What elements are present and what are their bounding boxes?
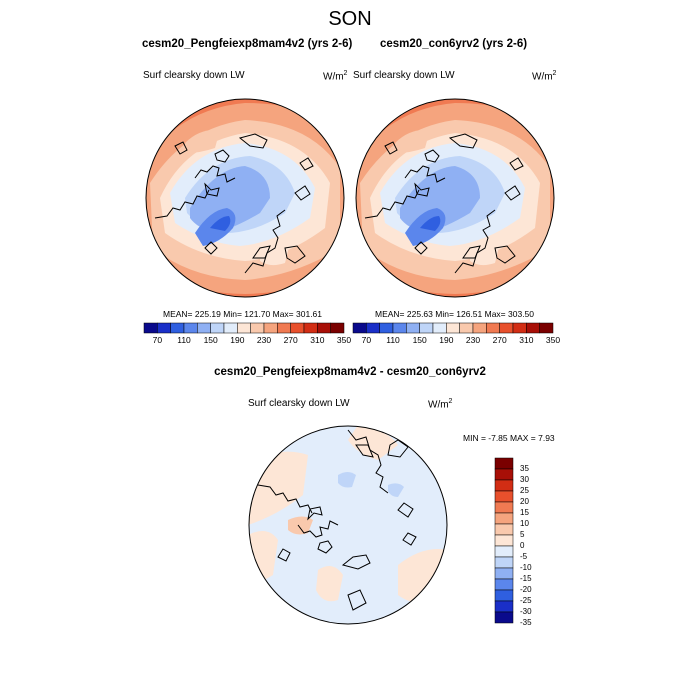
colorbar-swatch bbox=[494, 501, 514, 514]
colorbar-label: -15 bbox=[520, 574, 532, 583]
panel-2-stats: MEAN= 225.63 Min= 126.51 Max= 303.50 bbox=[375, 309, 535, 319]
colorbar-swatch bbox=[494, 611, 514, 624]
colorbar-label: 230 bbox=[465, 335, 481, 345]
colorbar-label: 350 bbox=[336, 335, 352, 345]
colorbar-label: 190 bbox=[439, 335, 454, 345]
colorbar-swatch bbox=[290, 322, 305, 334]
diff-panel-variable: Surf clearsky down LW bbox=[248, 398, 350, 409]
colorbar-swatch bbox=[237, 322, 251, 334]
colorbar-label: 150 bbox=[203, 335, 218, 345]
colorbar-label: 270 bbox=[283, 335, 298, 345]
panel-2-map bbox=[355, 98, 555, 298]
diff-panel-minmax: MIN = -7.85 MAX = 7.93 bbox=[463, 433, 555, 443]
panel-1-variable: Surf clearsky down LW bbox=[143, 70, 245, 81]
diff-panel-title: cesm20_Pengfeiexp8mam4v2 - cesm20_con6yr… bbox=[214, 366, 486, 378]
colorbar-swatch bbox=[526, 322, 540, 334]
colorbar-label: 190 bbox=[230, 335, 245, 345]
colorbar-swatch bbox=[472, 322, 487, 334]
colorbar-swatch bbox=[303, 322, 318, 334]
colorbar-swatch bbox=[143, 322, 158, 334]
colorbar-label: 15 bbox=[520, 508, 529, 517]
colorbar-swatch bbox=[317, 322, 331, 334]
panel-2-colorbar-labels: 70 110 150 190 230 270 310 350 bbox=[353, 335, 560, 349]
colorbar-label: 310 bbox=[519, 335, 534, 345]
colorbar-swatch bbox=[157, 322, 171, 334]
colorbar-swatch bbox=[494, 468, 514, 481]
page-title: SON bbox=[328, 8, 372, 30]
colorbar-label: -10 bbox=[520, 563, 532, 572]
colorbar-label: 25 bbox=[520, 486, 529, 495]
colorbar-swatch bbox=[539, 322, 554, 334]
colorbar-swatch bbox=[446, 322, 460, 334]
colorbar-label: 110 bbox=[386, 335, 400, 345]
panel-1-stats: MEAN= 225.19 Min= 121.70 Max= 301.61 bbox=[163, 309, 323, 319]
colorbar-swatch bbox=[494, 534, 514, 547]
colorbar-label: -20 bbox=[520, 585, 532, 594]
panel-2-unit: W/m2 bbox=[532, 70, 557, 83]
colorbar-swatch bbox=[486, 322, 500, 334]
panel-1-unit: W/m2 bbox=[323, 70, 348, 83]
colorbar-swatch bbox=[494, 600, 514, 613]
colorbar-label: 350 bbox=[545, 335, 561, 345]
colorbar-label: -5 bbox=[520, 552, 528, 561]
colorbar-swatch bbox=[223, 322, 238, 334]
colorbar-label: 70 bbox=[361, 335, 372, 345]
colorbar-label: 150 bbox=[412, 335, 427, 345]
panel-1-title: cesm20_Pengfeiexp8mam4v2 (yrs 2-6) bbox=[142, 38, 353, 50]
diff-colorbar bbox=[494, 457, 514, 624]
colorbar-swatch bbox=[419, 322, 434, 334]
colorbar-swatch bbox=[392, 322, 407, 334]
colorbar-swatch bbox=[494, 567, 514, 580]
colorbar-label: 0 bbox=[520, 541, 525, 550]
colorbar-swatch bbox=[494, 457, 514, 470]
colorbar-label: 110 bbox=[177, 335, 191, 345]
colorbar-swatch bbox=[263, 322, 278, 334]
colorbar-swatch bbox=[494, 512, 514, 525]
panel-2-variable: Surf clearsky down LW bbox=[353, 70, 455, 81]
colorbar-swatch bbox=[330, 322, 345, 334]
colorbar-swatch bbox=[494, 545, 514, 558]
panel-2-title: cesm20_con6yrv2 (yrs 2-6) bbox=[380, 38, 528, 50]
colorbar-label: -25 bbox=[520, 596, 532, 605]
diff-panel-unit: W/m2 bbox=[428, 398, 453, 411]
colorbar-label: 310 bbox=[310, 335, 325, 345]
colorbar-swatch bbox=[499, 322, 514, 334]
colorbar-swatch bbox=[352, 322, 367, 334]
panel-2-colorbar bbox=[352, 322, 554, 334]
colorbar-swatch bbox=[459, 322, 474, 334]
colorbar-label: 35 bbox=[520, 464, 529, 473]
panel-1-colorbar bbox=[143, 322, 345, 334]
colorbar-swatch bbox=[494, 589, 514, 602]
colorbar-swatch bbox=[512, 322, 527, 334]
colorbar-swatch bbox=[170, 322, 185, 334]
colorbar-label: 70 bbox=[152, 335, 163, 345]
panel-1-colorbar-labels: 70 110 150 190 230 270 310 350 bbox=[144, 335, 351, 349]
colorbar-swatch bbox=[210, 322, 225, 334]
colorbar-label: 10 bbox=[520, 519, 529, 528]
colorbar-swatch bbox=[197, 322, 211, 334]
colorbar-label: 30 bbox=[520, 475, 529, 484]
colorbar-label: -35 bbox=[520, 618, 532, 627]
diff-panel-map bbox=[248, 425, 448, 625]
colorbar-swatch bbox=[379, 322, 394, 334]
colorbar-swatch bbox=[494, 479, 514, 492]
colorbar-label: 230 bbox=[256, 335, 272, 345]
colorbar-label: -30 bbox=[520, 607, 532, 616]
colorbar-swatch bbox=[277, 322, 291, 334]
colorbar-swatch bbox=[183, 322, 198, 334]
colorbar-swatch bbox=[432, 322, 447, 334]
colorbar-swatch bbox=[406, 322, 420, 334]
diff-colorbar-labels: 35 30 25 20 15 10 5 0 -5 -10 -15 -20 -25 -30 -35 bbox=[516, 458, 556, 627]
colorbar-swatch bbox=[494, 556, 514, 569]
colorbar-swatch bbox=[250, 322, 265, 334]
colorbar-swatch bbox=[366, 322, 380, 334]
colorbar-label: 20 bbox=[520, 497, 529, 506]
colorbar-swatch bbox=[494, 523, 514, 536]
colorbar-label: 270 bbox=[492, 335, 507, 345]
colorbar-swatch bbox=[494, 578, 514, 591]
colorbar-swatch bbox=[494, 490, 514, 503]
colorbar-label: 5 bbox=[520, 530, 525, 539]
panel-1-map bbox=[145, 98, 345, 298]
